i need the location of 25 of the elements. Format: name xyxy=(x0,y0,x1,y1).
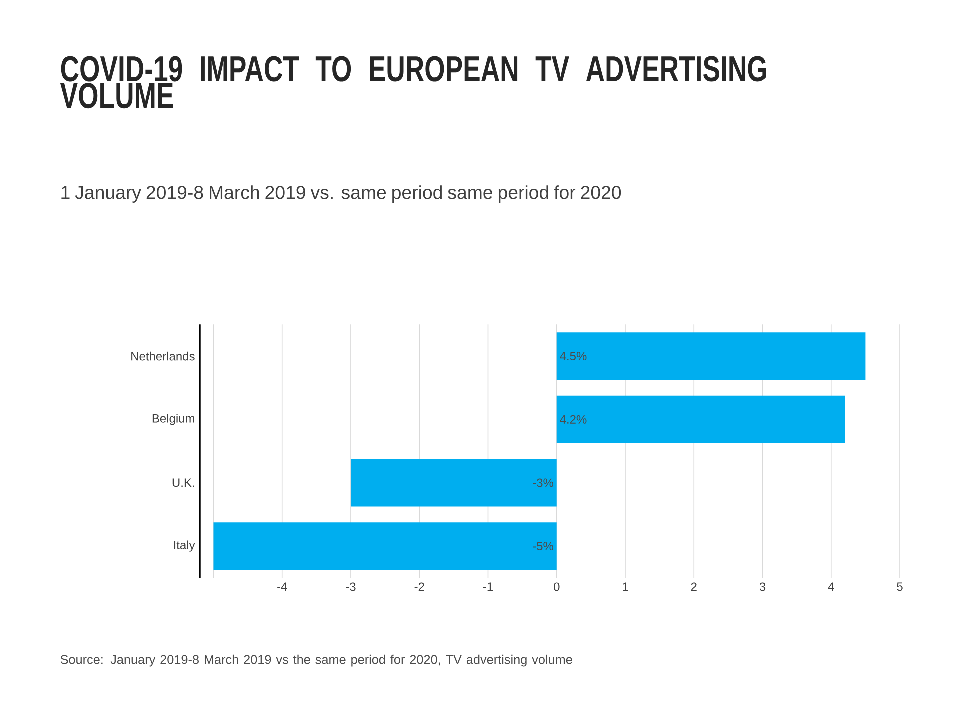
data-label: 4.2% xyxy=(560,415,587,424)
x-tick-label: -1 xyxy=(483,582,493,591)
x-tick-label: -3 xyxy=(346,582,356,592)
x-tick-label: 5 xyxy=(897,582,903,592)
bar xyxy=(350,459,557,507)
x-tick-label: -2 xyxy=(414,582,424,592)
bar xyxy=(556,332,866,380)
chart-subtitle: 1 January 2019-8 March 2019 vs. same period same period for 2020 xyxy=(62,186,622,203)
data-label: -5% xyxy=(533,542,554,551)
x-tick-label: 3 xyxy=(760,582,766,592)
y-tick-label: U.K. xyxy=(172,478,194,488)
x-tick-label: 4 xyxy=(828,582,834,591)
y-tick-label: Belgium xyxy=(152,414,194,426)
source-note: Source: January 2019-8 March 2019 vs the same period for 2020, TV advertising volume xyxy=(60,654,572,667)
bar xyxy=(214,522,557,570)
data-label: -3% xyxy=(533,478,554,488)
data-label: 4.5% xyxy=(560,352,587,361)
y-tick-label: Netherlands xyxy=(132,352,195,361)
x-tick-label: 0 xyxy=(554,582,560,592)
x-tick-label: 2 xyxy=(691,582,697,592)
x-tick-label: -4 xyxy=(278,582,288,591)
chart-title: COVID-19 IMPACT TO EUROPEAN TV ADVERTISING VOLUME xyxy=(60,56,766,109)
x-tick-label: 1 xyxy=(623,582,628,591)
y-tick-label: Italy xyxy=(174,540,196,552)
bar xyxy=(556,396,846,444)
